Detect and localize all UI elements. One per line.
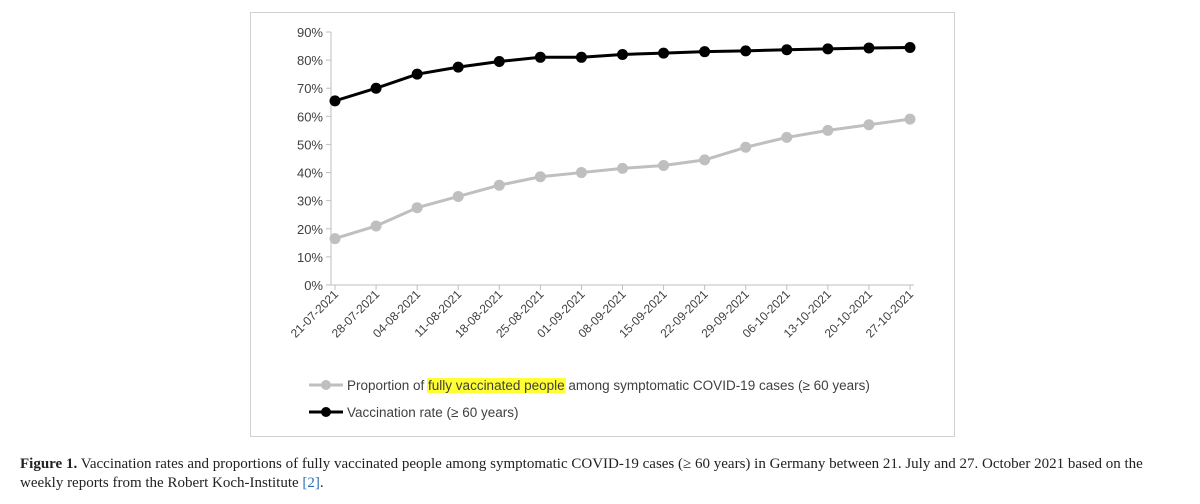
data-point	[329, 95, 341, 107]
data-point	[781, 131, 793, 143]
data-point	[329, 233, 341, 245]
data-point	[452, 61, 464, 73]
y-tick-label: 0%	[304, 278, 323, 293]
y-tick-label: 50%	[297, 137, 323, 152]
data-point	[822, 124, 834, 136]
data-point	[781, 44, 793, 56]
y-tick-label: 60%	[297, 109, 323, 124]
x-axis: 21-07-202128-07-202104-08-202111-08-2021…	[288, 284, 916, 341]
data-point	[575, 167, 587, 179]
data-point	[617, 48, 628, 60]
legend: Proportion of fully vaccinated people am…	[309, 378, 870, 420]
data-point	[370, 220, 382, 232]
data-point	[411, 68, 423, 80]
line-chart: 0% 10% 20% 30% 40% 50% 60% 70% 80% 90% 21-07-2021…	[288, 25, 917, 420]
data-point	[658, 47, 670, 59]
caption-label: Figure 1.	[20, 456, 78, 472]
y-tick-label: 80%	[297, 53, 323, 68]
y-tick-label: 40%	[297, 166, 323, 181]
caption-reference-link[interactable]: [2]	[302, 475, 320, 491]
legend-label-proportion: Proportion of fully vaccinated people am…	[347, 378, 870, 393]
legend-label-vaccination-rate: Vaccination rate (≥ 60 years)	[347, 405, 519, 420]
data-point	[904, 113, 916, 125]
series-0	[329, 113, 916, 245]
series-line-0	[334, 117, 911, 241]
data-point	[534, 171, 546, 183]
y-axis: 0% 10% 20% 30% 40% 50% 60% 70% 80% 90%	[297, 25, 332, 293]
data-point	[493, 179, 505, 191]
legend-marker-vaccination-rate	[321, 407, 331, 417]
data-point	[575, 51, 587, 63]
data-point	[493, 56, 505, 68]
figure-caption: Figure 1. Vaccination rates and proporti…	[20, 455, 1185, 493]
data-point	[452, 190, 464, 202]
data-point	[740, 45, 752, 57]
y-tick-label: 20%	[297, 222, 323, 237]
data-point	[370, 82, 382, 94]
data-point	[411, 202, 423, 214]
data-point	[699, 46, 711, 58]
data-point	[740, 141, 752, 153]
y-tick-label: 10%	[297, 250, 323, 265]
legend-label-prefix: Proportion of	[347, 378, 428, 393]
data-point	[617, 162, 628, 174]
data-point	[863, 42, 875, 54]
caption-end: .	[319, 475, 324, 491]
y-tick-label: 90%	[297, 25, 323, 40]
data-point	[904, 41, 916, 53]
series-1	[329, 41, 916, 107]
legend-highlight	[427, 378, 566, 393]
data-point	[699, 154, 711, 166]
legend-marker-proportion	[321, 380, 331, 390]
legend-label-highlight: fully vaccinated people	[428, 378, 565, 393]
legend-entry-vaccination-rate: Vaccination rate (≥ 60 years)	[309, 405, 519, 420]
y-tick-label: 30%	[297, 194, 323, 209]
chart-frame: 0% 10% 20% 30% 40% 50% 60% 70% 80% 90% 21-07-2021…	[250, 12, 955, 437]
legend-label-suffix: among symptomatic COVID-19 cases (≥ 60 y…	[565, 378, 870, 393]
y-tick-label: 70%	[297, 81, 323, 96]
data-point	[863, 119, 875, 131]
series-layer	[329, 41, 916, 245]
data-point	[658, 160, 670, 172]
caption-text: Vaccination rates and proportions of ful…	[20, 456, 1143, 491]
data-point	[534, 51, 546, 63]
legend-entry-proportion: Proportion of fully vaccinated people am…	[309, 378, 870, 393]
data-point	[822, 43, 834, 55]
